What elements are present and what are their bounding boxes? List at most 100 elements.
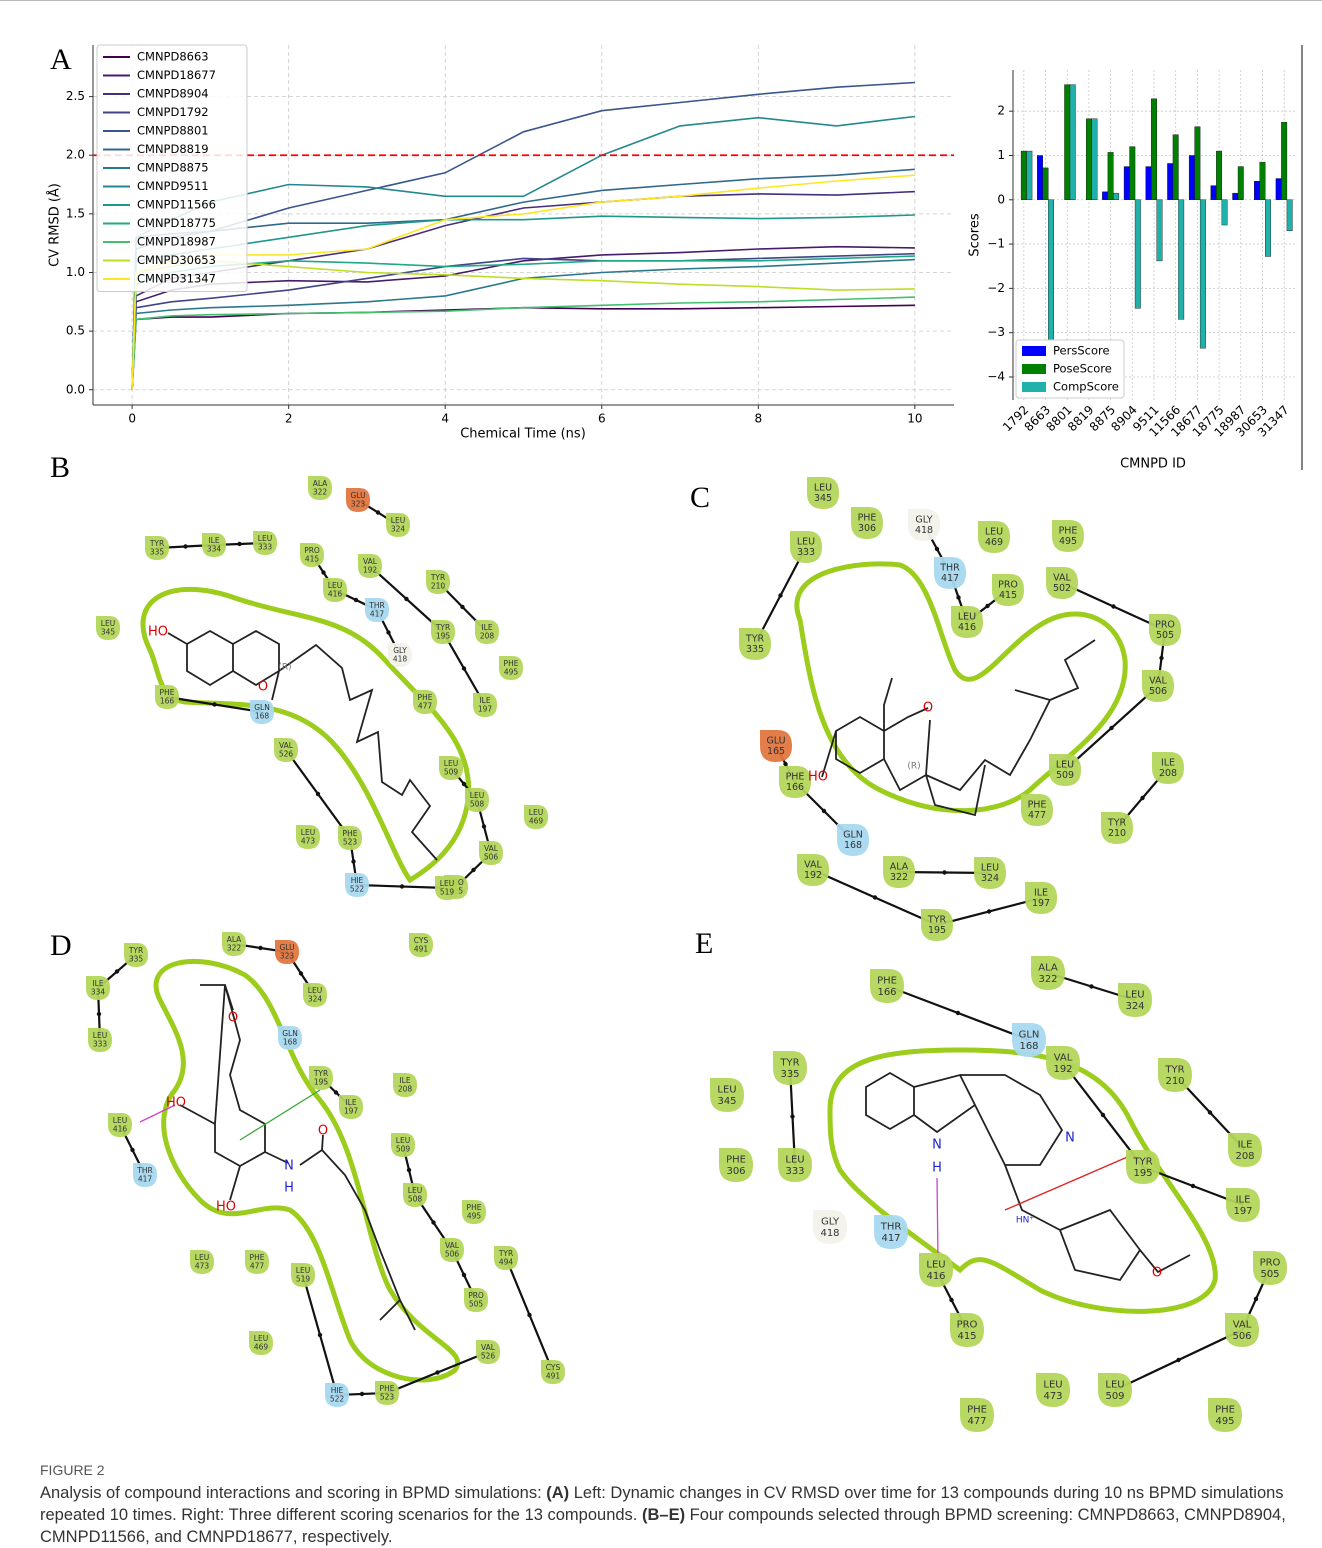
residue-number: 508 [408,1195,423,1204]
residue-name: LEU [814,482,832,493]
residue-number: 417 [881,1233,900,1244]
residue-number: 166 [786,782,804,793]
residue: LEU345 [710,1078,744,1112]
residue-number: 526 [279,750,294,759]
residue-number: 168 [255,712,270,721]
residue: TYR210 [1101,812,1133,844]
residue: ILE208 [1152,752,1184,784]
residue: PHE523 [375,1381,399,1405]
x-tick-label: 6 [598,412,606,426]
chain-node [360,1392,364,1396]
residue: VAL192 [797,854,829,886]
residue: ILE334 [202,533,226,557]
x-tick-label: 10 [907,412,922,426]
legend-swatch [1022,346,1046,356]
y-tick-label: 0 [997,192,1005,206]
residue: LEU509 [439,756,463,780]
residue-number: 506 [445,1250,460,1259]
legend-label: CMNPD8875 [137,161,209,175]
chain-node [376,510,380,514]
residue-number: 195 [314,1078,329,1087]
chain-node [386,630,390,634]
residue-number: 333 [785,1166,804,1177]
residue: LEU469 [524,805,548,829]
residue-name: LEU [1105,1380,1124,1391]
chain-node [435,1370,439,1374]
residue: GLN168 [837,824,869,856]
series-line [132,297,915,390]
chain-node [258,946,262,950]
residue-number: 195 [1133,1168,1152,1179]
legend-label: CMNPD18987 [137,235,216,249]
bar [1124,167,1130,200]
residue-name: TYR [927,914,947,925]
residue: LEU345 [96,616,120,640]
residue: LEU416 [951,606,983,638]
panel-letter: E [695,927,713,960]
atom-label: O [318,1124,328,1139]
residue-number: 192 [363,566,378,575]
residue-number: 505 [1156,630,1174,641]
residue-number: 506 [1232,1331,1251,1342]
series-line [132,256,915,390]
chain-node [935,547,939,551]
residue-number: 495 [1059,536,1077,547]
legend-label: CMNPD11566 [137,198,216,212]
chain-node [778,593,782,597]
legend-label: PersScore [1053,344,1110,358]
y-tick-label: 2.0 [66,148,85,162]
residue-name: GLY [915,514,932,525]
bar [1167,163,1173,199]
residue-number: 345 [101,628,116,637]
residue-number: 416 [328,590,343,599]
residue: GLN168 [278,1026,302,1050]
pocket-outline [156,961,458,1380]
residue: VAL192 [358,554,382,578]
residue-number: 345 [717,1096,736,1107]
residue-number: 418 [915,525,933,536]
bar [1260,162,1266,200]
legend-label: CMNPD8663 [137,50,209,64]
bar [1113,193,1119,200]
y-axis-title: CV RMSD (Å) [47,183,63,267]
chain-node [985,604,989,608]
y-tick-label: 2 [997,104,1005,118]
residue: VAL506 [1142,670,1174,702]
panel-letter: D [50,929,72,962]
residue: LEU519 [435,876,459,900]
residue-number: 210 [1108,828,1126,839]
chain-node [404,597,408,601]
atom-label: HO [148,625,168,640]
residue-number: 469 [529,817,544,826]
atom-label: N [1065,1131,1075,1146]
residue-number: 197 [344,1107,359,1116]
chain-node [115,969,119,973]
residue-name: LEU [717,1085,736,1096]
y-tick-label: 0.5 [66,324,85,338]
series-line [132,169,915,389]
residue: ILE197 [473,693,497,717]
residue: TYR335 [773,1051,807,1085]
page: A B C D E Chemical Time (ns) CV RMSD (Å)… [0,0,1322,1546]
residue-number: 333 [797,547,815,558]
chain-node [1191,1184,1195,1188]
residue-number: 417 [370,610,385,619]
residue: VAL506 [440,1238,464,1262]
residue-name: VAL [804,859,822,870]
residue-number: 306 [726,1166,745,1177]
residue: GLU323 [275,940,299,964]
residue: HIE522 [325,1383,349,1407]
residue: THR417 [133,1163,157,1187]
bar [1064,85,1070,200]
bar [1043,168,1049,200]
bar [1265,200,1271,257]
residue: PHE306 [719,1148,753,1182]
residue-name: PHE [786,771,805,782]
x-axis-title: Chemical Time (ns) [460,427,586,442]
residue-name: VAL [1054,1053,1073,1064]
